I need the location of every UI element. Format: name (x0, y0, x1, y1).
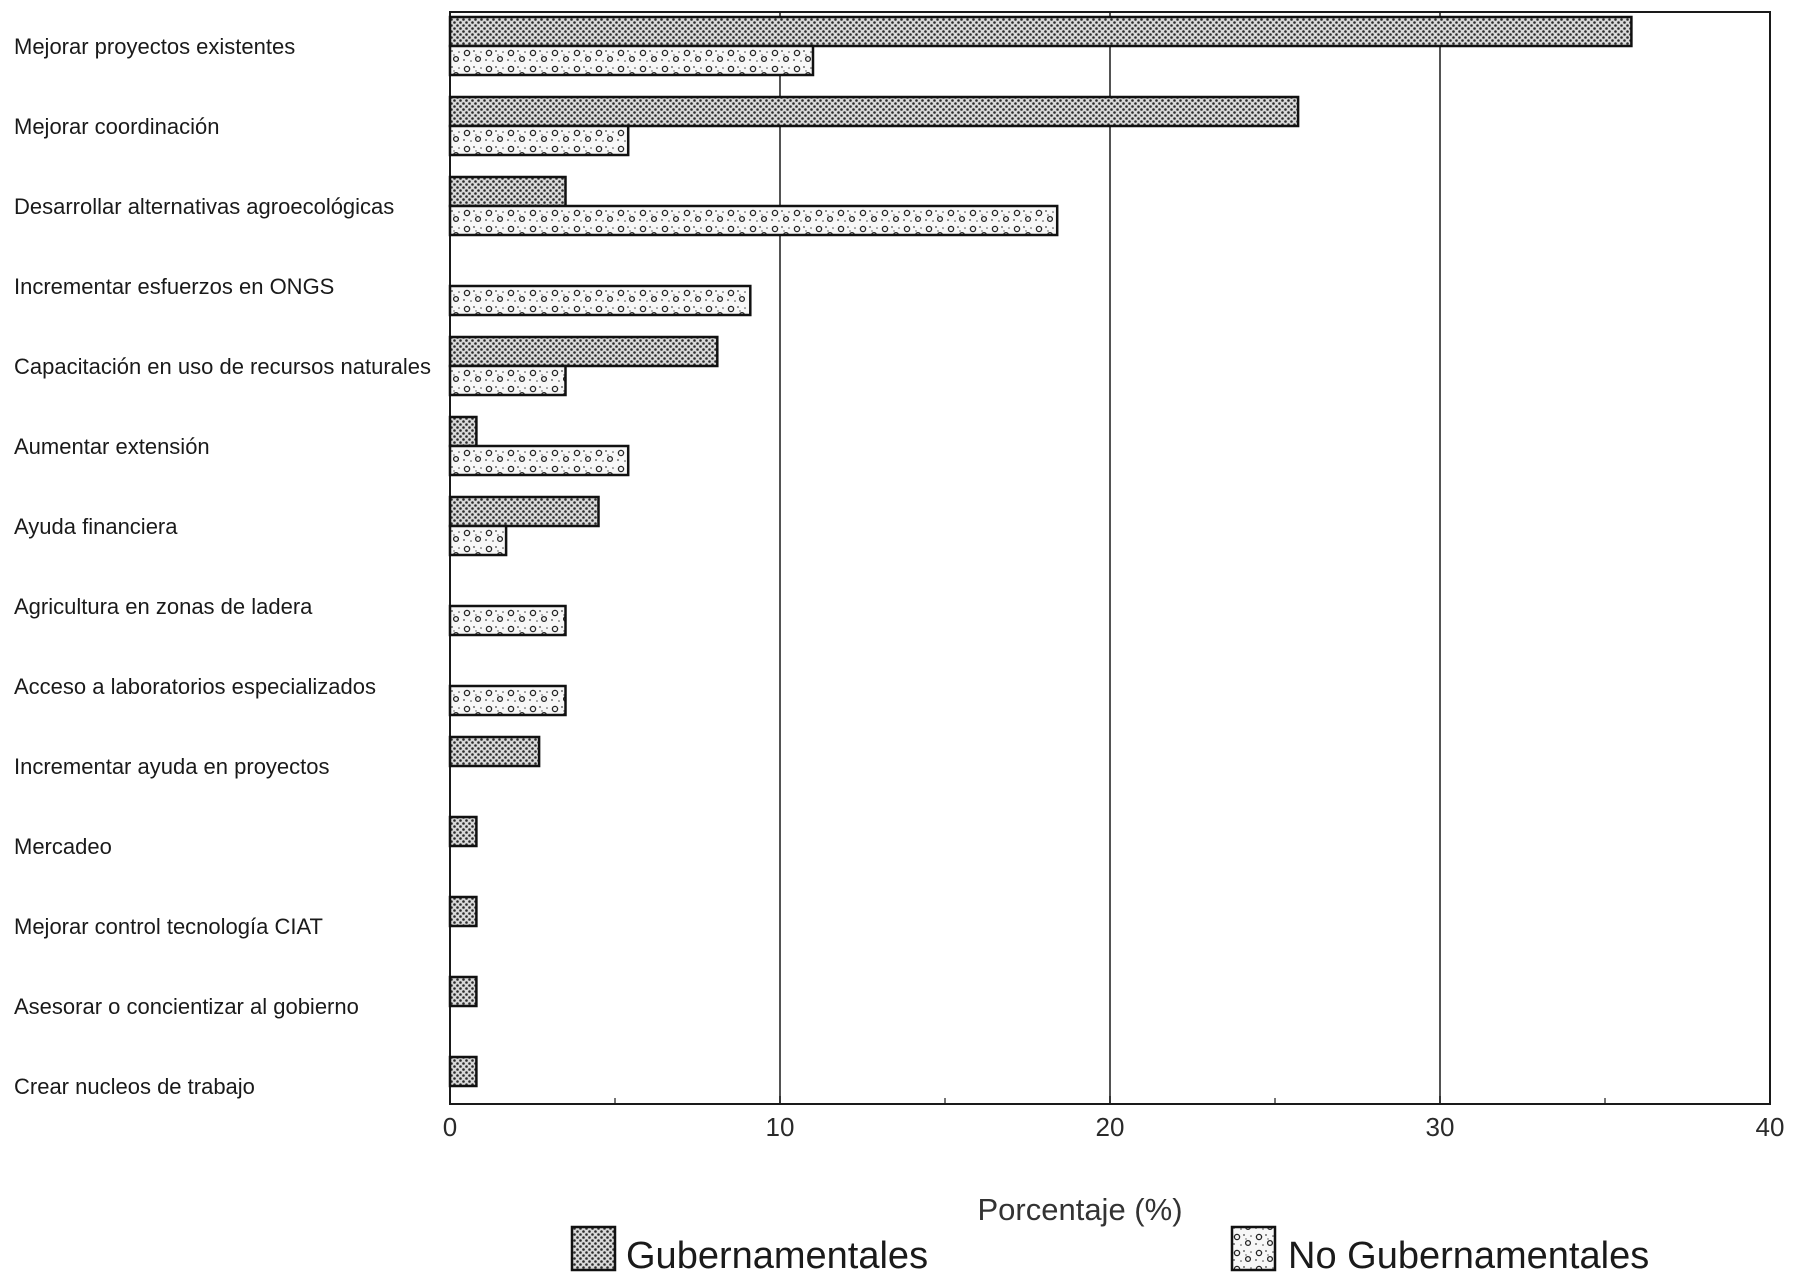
bar-no-gubernamentales (448, 44, 815, 77)
bar-no-gubernamentales (448, 284, 752, 317)
bar-gubernamentales (448, 495, 600, 528)
bar-no-gubernamentales (448, 364, 567, 397)
bar-no-gubernamentales (448, 204, 1059, 237)
category-label: Acceso a laboratorios especializados (14, 674, 376, 699)
category-label: Capacitación en uso de recursos naturale… (14, 354, 431, 379)
bar-no-gubernamentales (448, 524, 508, 557)
category-label: Mejorar coordinación (14, 114, 219, 139)
bar-gubernamentales (448, 175, 567, 208)
bar-gubernamentales (448, 975, 478, 1008)
category-label: Mejorar proyectos existentes (14, 34, 295, 59)
bar-gubernamentales (448, 95, 1300, 128)
legend-label-gubernamentales: Gubernamentales (626, 1235, 928, 1272)
bar-gubernamentales (448, 1055, 478, 1088)
category-label: Crear nucleos de trabajo (14, 1074, 255, 1099)
category-label: Ayuda financiera (14, 514, 178, 539)
category-label: Mercadeo (14, 834, 112, 859)
category-labels: Mejorar proyectos existentes Mejorar coor… (14, 34, 431, 1099)
x-tick-label: 40 (1756, 1112, 1785, 1142)
x-axis-ticks: 0 10 20 30 40 (443, 1096, 1785, 1142)
category-label: Desarrollar alternativas agroecológicas (14, 194, 394, 219)
legend-label-no-gubernamentales: No Gubernamentales (1288, 1235, 1649, 1272)
bar-no-gubernamentales (448, 124, 630, 157)
category-label: Aumentar extensión (14, 434, 210, 459)
category-label: Mejorar control tecnología CIAT (14, 914, 323, 939)
bar-no-gubernamentales (448, 444, 630, 477)
x-tick-label: 30 (1426, 1112, 1455, 1142)
x-axis-title: Porcentaje (%) (977, 1192, 1182, 1227)
x-tick-label: 0 (443, 1112, 457, 1142)
bar-no-gubernamentales (448, 684, 567, 717)
bar-gubernamentales (448, 335, 719, 368)
legend-swatch-no-gubernamentales (1230, 1225, 1277, 1272)
bars (448, 15, 1633, 1088)
category-label: Agricultura en zonas de ladera (14, 594, 313, 619)
x-tick-label: 20 (1096, 1112, 1125, 1142)
legend: Gubernamentales No Gubernamentales (570, 1225, 1649, 1272)
bar-gubernamentales (448, 415, 478, 448)
bar-gubernamentales (448, 895, 478, 928)
gridlines (779, 12, 1441, 1104)
legend-swatch-gubernamentales (570, 1225, 617, 1272)
bar-gubernamentales (448, 15, 1633, 48)
category-label: Incrementar esfuerzos en ONGS (14, 274, 334, 299)
category-label: Incrementar ayuda en proyectos (14, 754, 330, 779)
x-tick-label: 10 (766, 1112, 795, 1142)
bar-gubernamentales (448, 815, 478, 848)
bar-no-gubernamentales (448, 604, 567, 637)
category-label: Asesorar o concientizar al gobierno (14, 994, 359, 1019)
bar-gubernamentales (448, 735, 541, 768)
